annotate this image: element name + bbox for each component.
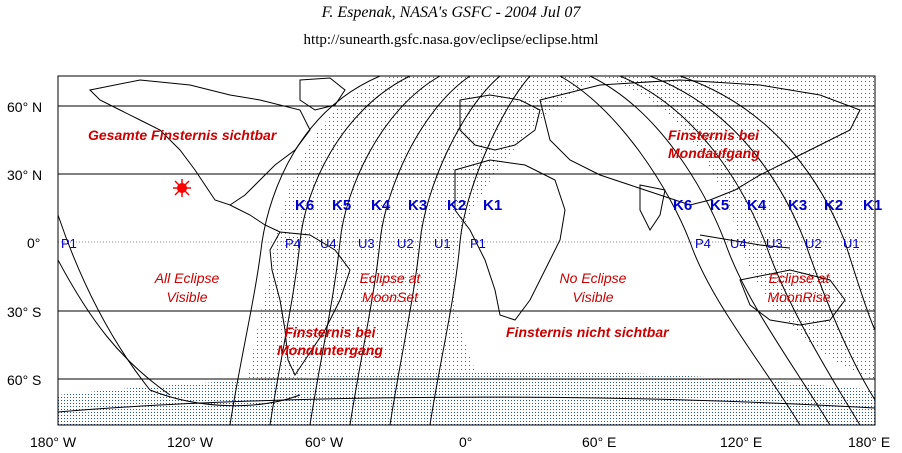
region-label-mondaufgang: Finsternis bei — [668, 127, 760, 143]
contact-label: U1 — [843, 236, 860, 251]
lat-label: 30° S — [7, 304, 41, 320]
lon-label: 120° E — [720, 434, 762, 450]
shaded-band-left — [240, 76, 600, 425]
region-label-gesamte: Gesamte Finsternis sichtbar — [88, 127, 278, 143]
shaded-south — [58, 371, 875, 425]
k-label: K1 — [483, 197, 502, 214]
lat-label: 60° N — [7, 99, 42, 115]
k-label: K4 — [747, 197, 767, 214]
contact-label: U2 — [397, 236, 414, 251]
region-label-moonrise: Eclipse at — [769, 270, 831, 286]
region-label-nicht-sichtbar: Finsternis nicht sichtbar — [506, 324, 670, 340]
k-label: K3 — [788, 197, 807, 214]
region-label-mondaufgang: Mondaufgang — [668, 145, 760, 161]
k-label: K3 — [408, 197, 427, 214]
longitude-labels: 180° W 120° W 60° W 0° 60° E 120° E 180°… — [30, 434, 890, 450]
grid-lines — [58, 105, 875, 380]
contact-label: U3 — [766, 236, 783, 251]
k-label: K5 — [332, 197, 351, 214]
contact-curves — [58, 76, 875, 425]
latitude-labels: 60° N 30° N 0° 30° S 60° S — [7, 99, 42, 388]
k-label: K5 — [710, 197, 729, 214]
lon-label: 120° W — [167, 434, 214, 450]
k-label: K2 — [824, 197, 843, 214]
contact-label: P1 — [470, 236, 486, 251]
region-label-moonrise: MoonRise — [767, 289, 830, 305]
page-title: F. Espenak, NASA's GSFC - 2004 Jul 07 — [321, 4, 581, 21]
lat-label: 0° — [27, 235, 40, 251]
contact-label: P1 — [61, 236, 77, 251]
lon-label: 60° E — [582, 434, 616, 450]
lat-label: 30° N — [7, 167, 42, 183]
lon-label: 180° E — [848, 434, 890, 450]
region-label-no-eclipse: No Eclipse — [560, 270, 627, 286]
contact-label: P4 — [285, 236, 301, 251]
contact-label: P4 — [695, 236, 711, 251]
region-label-all-visible: All Eclipse — [154, 270, 220, 286]
sublunar-point-marker — [173, 179, 191, 197]
region-label-no-eclipse: Visible — [573, 289, 614, 305]
contact-label: U3 — [358, 236, 375, 251]
region-labels: Gesamte Finsternis sichtbar All Eclipse … — [88, 127, 831, 358]
lon-label: 0° — [459, 434, 472, 450]
contact-label: U2 — [805, 236, 822, 251]
contact-label: U4 — [730, 236, 747, 251]
lat-label: 60° S — [7, 372, 41, 388]
k-label: K6 — [295, 197, 314, 214]
contact-label: U4 — [320, 236, 337, 251]
lon-label: 60° W — [305, 434, 344, 450]
lon-label: 180° W — [30, 434, 77, 450]
k-label: K6 — [673, 197, 692, 214]
region-label-all-visible: Visible — [167, 289, 208, 305]
contact-label: U1 — [434, 236, 451, 251]
contact-labels: P1 P4 U4 U3 U2 U1 P1 P4 U4 U3 U2 U1 — [61, 236, 860, 251]
region-label-monduntergang: Finsternis bei — [284, 324, 376, 340]
region-label-moonset: MoonSet — [362, 289, 419, 305]
k-label: K1 — [863, 197, 882, 214]
region-label-monduntergang: Monduntergang — [277, 342, 383, 358]
k-labels: K6 K5 K4 K3 K2 K1 K6 K5 K4 K3 K2 K1 — [295, 197, 882, 214]
map-border — [57, 75, 876, 426]
k-label: K2 — [447, 197, 466, 214]
source-url: http://sunearth.gsfc.nasa.gov/eclipse/ec… — [303, 32, 599, 48]
coastlines — [58, 77, 875, 413]
k-label: K4 — [371, 197, 391, 214]
region-label-moonset: Eclipse at — [360, 270, 422, 286]
